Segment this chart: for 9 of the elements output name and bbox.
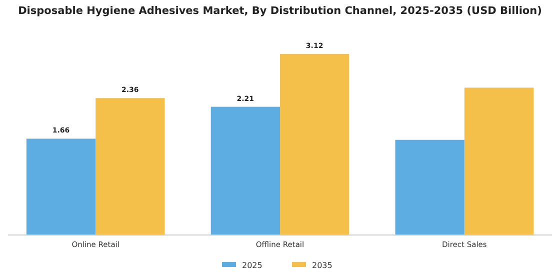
bar [96,98,165,235]
chart-title: Disposable Hygiene Adhesives Market, By Distribution Channel, 2025-2035 (USD Billion) [18,5,542,17]
bar [464,88,534,235]
bar [210,106,280,235]
bar [395,140,464,235]
legend-label: 2025 [242,261,262,270]
bar [280,54,350,235]
bar [26,138,96,235]
legend-label: 2035 [312,261,332,270]
